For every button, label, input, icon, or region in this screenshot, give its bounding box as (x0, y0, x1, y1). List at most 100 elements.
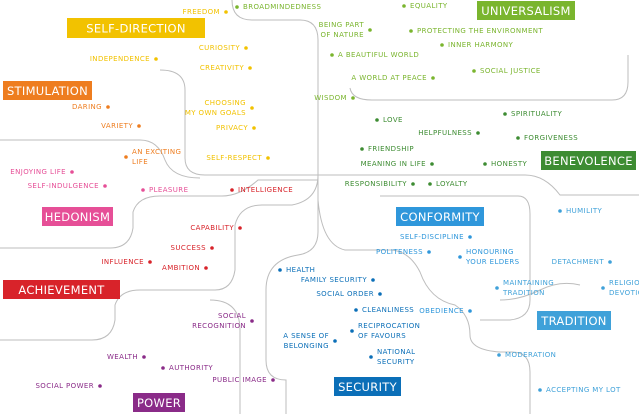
group-header: HEDONISM (45, 210, 110, 224)
item-dot (142, 355, 146, 359)
value-item: SOCIAL (218, 312, 246, 320)
group-header-box (3, 81, 92, 100)
group-header-box (396, 207, 484, 226)
group-header-box (541, 151, 636, 170)
value-item: SELF-RESPECT (206, 154, 262, 162)
group-header: POWER (137, 396, 181, 410)
value-item: HONESTY (491, 160, 528, 168)
group-header-box (67, 18, 205, 38)
value-group: POWER SOCIAL RECOGNITION WEALTH AUTHORITY PUB… (35, 312, 275, 412)
value-item: SELF-DISCIPLINE (400, 233, 464, 241)
value-item: VARIETY (101, 122, 133, 130)
item-dot (430, 162, 434, 166)
item-dot (558, 209, 562, 213)
value-item: PUBLIC IMAGE (212, 376, 267, 384)
item-dot (351, 96, 355, 100)
item-dot (440, 43, 444, 47)
value-item: INFLUENCE (101, 258, 144, 266)
item-dot (252, 126, 256, 130)
item-dot (235, 5, 239, 9)
value-item: CAPABILITY (190, 224, 234, 232)
item-dot (238, 226, 242, 230)
value-group: TRADITION HUMILITY DETACHMENT MAINTAINING TR… (495, 207, 639, 394)
item-dot (497, 353, 501, 357)
item-dot (472, 69, 476, 73)
value-item: HUMILITY (566, 207, 603, 215)
value-item: ENJOYING LIFE (10, 168, 66, 176)
value-item: SUCCESS (171, 244, 207, 252)
item-dot (124, 155, 128, 159)
value-item: RELIGIOUS (609, 279, 639, 287)
item-dot (224, 10, 228, 14)
value-item: INTELLIGENCE (238, 186, 293, 194)
value-item: HELPFULNESS (418, 129, 472, 137)
item-dot (137, 124, 141, 128)
item-dot (411, 182, 415, 186)
value-item: AN EXCITING (132, 148, 181, 156)
value-item: LIFE (132, 158, 148, 166)
value-item: LOYALTY (436, 180, 468, 188)
value-item: SPIRITUALITY (511, 110, 562, 118)
value-item: DEVOTION (609, 289, 639, 297)
item-dot (98, 384, 102, 388)
item-dot (409, 29, 413, 33)
value-item: MY OWN GOALS (185, 109, 246, 117)
value-item: SOCIAL ORDER (316, 290, 374, 298)
item-dot (266, 156, 270, 160)
value-item: FREEDOM (183, 8, 220, 16)
value-group: BENEVOLENCE SPIRITUALITY LOVE HELPFULNESS FO… (345, 110, 636, 188)
value-item: HEALTH (286, 266, 315, 274)
value-item: BELONGING (284, 342, 329, 350)
item-dot (148, 260, 152, 264)
value-item: ACCEPTING MY LOT (546, 386, 621, 394)
item-dot (333, 339, 337, 343)
value-item: OF NATURE (320, 31, 364, 39)
group-header: SELF-DIRECTION (86, 22, 186, 36)
group-header: SECURITY (338, 380, 398, 394)
item-dot (428, 182, 432, 186)
value-item: POLITENESS (376, 248, 423, 256)
item-dot (210, 246, 214, 250)
item-dot (476, 131, 480, 135)
group-header-box (537, 311, 611, 330)
item-dot (368, 28, 372, 32)
value-item: WISDOM (314, 94, 347, 102)
group-header-box (133, 393, 185, 412)
value-item: YOUR ELDERS (465, 258, 520, 266)
value-item: CLEANLINESS (362, 306, 414, 314)
value-item: TRADITION (502, 289, 545, 297)
item-dot (70, 170, 74, 174)
group-header: STIMULATION (7, 84, 88, 98)
group-header-box (3, 280, 120, 299)
item-dot (495, 286, 499, 290)
value-item: AUTHORITY (169, 364, 213, 372)
item-dot (601, 286, 605, 290)
value-item: MODERATION (505, 351, 556, 359)
item-dot (244, 46, 248, 50)
value-item: OF FAVOURS (358, 332, 406, 340)
item-dot (106, 105, 110, 109)
value-item: BROADMINDEDNESS (243, 3, 321, 11)
item-dot (431, 76, 435, 80)
value-item: SELF-INDULGENCE (28, 182, 99, 190)
value-item: MAINTAINING (503, 279, 554, 287)
value-item: A WORLD AT PEACE (351, 74, 427, 82)
item-dot (483, 162, 487, 166)
value-item: WEALTH (107, 353, 138, 361)
group-header-box (477, 1, 575, 20)
value-item: INDEPENDENCE (90, 55, 150, 63)
value-item: HONOURING (466, 248, 514, 256)
item-dot (161, 366, 165, 370)
item-dot (278, 268, 282, 272)
item-dot (378, 292, 382, 296)
item-dot (248, 66, 252, 70)
value-item: EQUALITY (410, 2, 448, 10)
item-dot (141, 188, 145, 192)
value-item: PLEASURE (149, 186, 188, 194)
item-dot (330, 53, 334, 57)
item-dot (427, 250, 431, 254)
value-item: DETACHMENT (552, 258, 605, 266)
item-dot (402, 4, 406, 8)
value-item: RECOGNITION (192, 322, 246, 330)
